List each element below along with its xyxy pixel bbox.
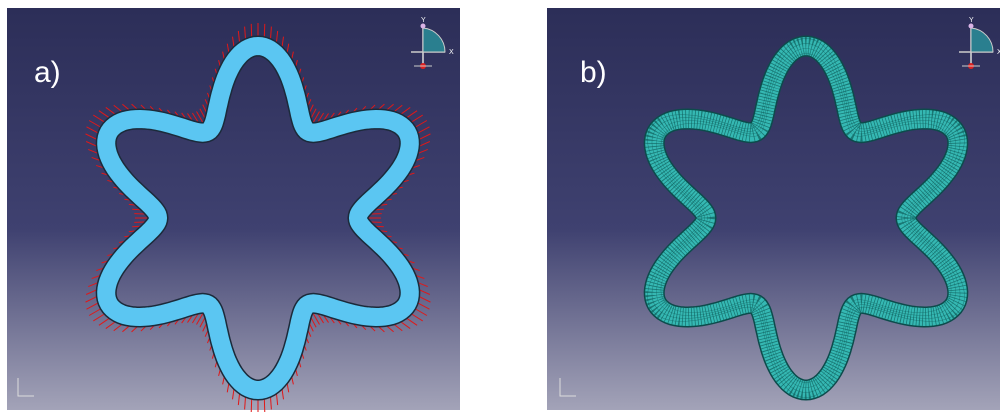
triad-label: X: [449, 49, 454, 56]
panel-label: b): [580, 56, 607, 89]
triad-label: Y: [421, 17, 426, 24]
triad-point: [421, 24, 426, 29]
triad-label: X: [997, 49, 1002, 56]
triad-label: Y: [969, 17, 974, 24]
viewport-b: b) Y X: [547, 8, 1002, 410]
page: a) YX b) YX (() => { const data = JSON.p…: [0, 0, 1003, 412]
triad-point: [969, 24, 974, 29]
viewport-a: a) Y X: [7, 8, 460, 412]
figure: a) Y X b) Y X: [0, 0, 1003, 412]
panel-label: a): [34, 56, 61, 89]
